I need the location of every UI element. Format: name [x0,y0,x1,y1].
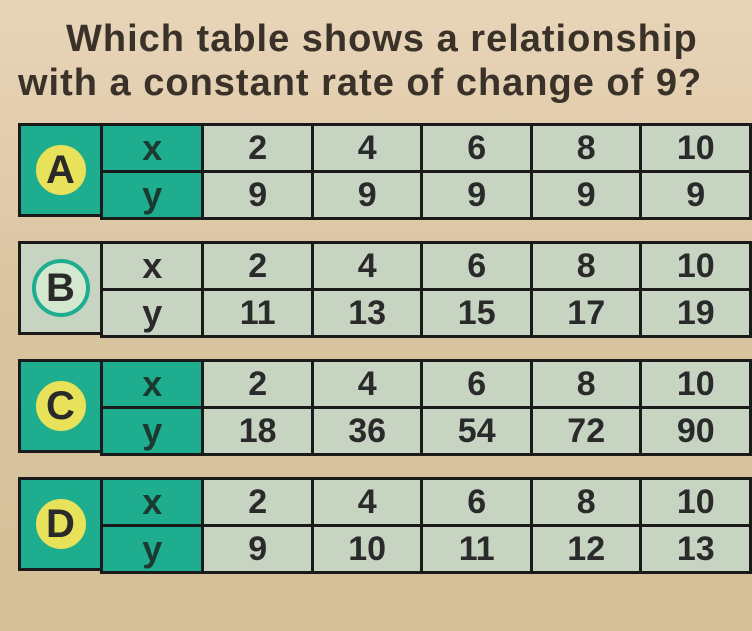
table-row: y99999 [102,172,751,219]
option-letter-cell: B [18,241,100,335]
option-letter-cell: D [18,477,100,571]
variable-label: x [102,125,203,172]
option-letter-circle: D [32,495,90,553]
table-cell: 90 [641,408,751,455]
table-cell: 9 [422,172,532,219]
table-row: x246810 [102,479,751,526]
variable-label: y [102,408,203,455]
question-line2: with a constant rate of change of 9? [18,62,752,106]
table-cell: 4 [312,243,422,290]
table-cell: 9 [641,172,751,219]
table-cell: 8 [531,479,641,526]
option-a[interactable]: Ax246810y99999 [18,123,752,217]
table-cell: 54 [422,408,532,455]
option-d[interactable]: Dx246810y910111213 [18,477,752,571]
table-cell: 17 [531,290,641,337]
table-cell: 72 [531,408,641,455]
table-cell: 8 [531,361,641,408]
table-cell: 13 [641,526,751,573]
table-cell: 10 [641,125,751,172]
variable-label: x [102,361,203,408]
table-row: y1113151719 [102,290,751,337]
table-row: x246810 [102,243,751,290]
variable-label: x [102,243,203,290]
table-cell: 12 [531,526,641,573]
option-letter-cell: C [18,359,100,453]
table-cell: 2 [203,125,313,172]
table-cell: 9 [203,526,313,573]
variable-label: y [102,526,203,573]
option-letter-circle: B [32,259,90,317]
data-table: x246810y910111213 [100,477,752,574]
table-cell: 2 [203,479,313,526]
table-cell: 6 [422,479,532,526]
option-b[interactable]: Bx246810y1113151719 [18,241,752,335]
table-row: y1836547290 [102,408,751,455]
table-cell: 8 [531,243,641,290]
table-cell: 6 [422,125,532,172]
option-letter-circle: C [32,377,90,435]
table-cell: 36 [312,408,422,455]
question-line1: Which table shows a relationship [18,18,752,62]
table-cell: 2 [203,361,313,408]
question-text: Which table shows a relationship with a … [18,18,752,105]
variable-label: y [102,290,203,337]
table-cell: 15 [422,290,532,337]
variable-label: y [102,172,203,219]
table-cell: 19 [641,290,751,337]
data-table: x246810y1836547290 [100,359,752,456]
table-cell: 9 [531,172,641,219]
table-cell: 18 [203,408,313,455]
variable-label: x [102,479,203,526]
table-cell: 11 [422,526,532,573]
table-cell: 8 [531,125,641,172]
tables-container: Ax246810y99999Bx246810y1113151719Cx24681… [18,123,752,571]
table-cell: 9 [312,172,422,219]
table-cell: 10 [312,526,422,573]
table-cell: 4 [312,361,422,408]
option-letter-circle: A [32,141,90,199]
data-table: x246810y1113151719 [100,241,752,338]
option-c[interactable]: Cx246810y1836547290 [18,359,752,453]
option-letter-cell: A [18,123,100,217]
data-table: x246810y99999 [100,123,752,220]
table-cell: 10 [641,361,751,408]
table-cell: 13 [312,290,422,337]
table-row: x246810 [102,361,751,408]
table-row: y910111213 [102,526,751,573]
table-cell: 2 [203,243,313,290]
table-cell: 10 [641,243,751,290]
table-cell: 10 [641,479,751,526]
table-cell: 6 [422,361,532,408]
table-row: x246810 [102,125,751,172]
table-cell: 6 [422,243,532,290]
table-cell: 11 [203,290,313,337]
table-cell: 9 [203,172,313,219]
table-cell: 4 [312,125,422,172]
table-cell: 4 [312,479,422,526]
